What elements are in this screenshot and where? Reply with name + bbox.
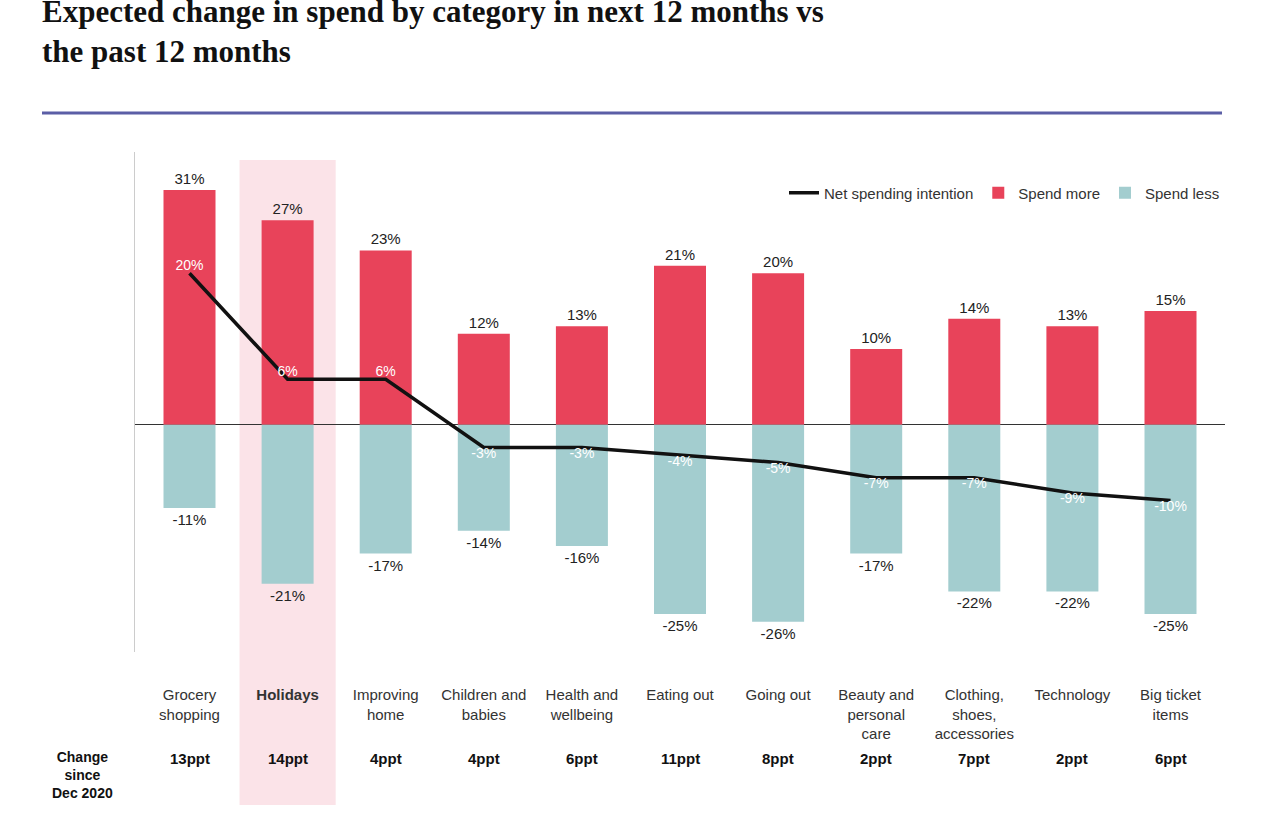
svg-text:Expected change in spend by ca: Expected change in spend by category in … bbox=[42, 0, 824, 69]
svg-text:7ppt: 7ppt bbox=[958, 750, 990, 767]
svg-text:Spend less: Spend less bbox=[1145, 185, 1219, 202]
svg-text:-7%: -7% bbox=[962, 475, 987, 491]
svg-text:-22%: -22% bbox=[1055, 594, 1090, 611]
svg-text:23%: 23% bbox=[371, 230, 401, 247]
svg-text:Big ticketitems: Big ticketitems bbox=[1140, 686, 1202, 723]
svg-text:8ppt: 8ppt bbox=[762, 750, 794, 767]
svg-text:-14%: -14% bbox=[466, 534, 501, 551]
svg-text:31%: 31% bbox=[174, 170, 204, 187]
svg-text:-16%: -16% bbox=[564, 549, 599, 566]
svg-text:Going out: Going out bbox=[746, 686, 812, 703]
svg-text:-11%: -11% bbox=[173, 511, 207, 528]
svg-text:27%: 27% bbox=[273, 200, 303, 217]
svg-text:6ppt: 6ppt bbox=[566, 750, 598, 767]
svg-text:Technology: Technology bbox=[1034, 686, 1110, 703]
svg-text:-25%: -25% bbox=[662, 617, 697, 634]
svg-text:14ppt: 14ppt bbox=[268, 750, 308, 767]
svg-text:Children andbabies: Children andbabies bbox=[441, 686, 526, 723]
svg-text:-26%: -26% bbox=[761, 625, 796, 642]
svg-text:14%: 14% bbox=[959, 299, 989, 316]
svg-text:-25%: -25% bbox=[1153, 617, 1188, 634]
svg-text:2ppt: 2ppt bbox=[860, 750, 892, 767]
svg-text:6ppt: 6ppt bbox=[1155, 750, 1187, 767]
svg-text:-21%: -21% bbox=[270, 587, 305, 604]
svg-text:2ppt: 2ppt bbox=[1056, 750, 1088, 767]
svg-text:4ppt: 4ppt bbox=[370, 750, 402, 767]
svg-text:4ppt: 4ppt bbox=[468, 750, 500, 767]
svg-text:-5%: -5% bbox=[766, 460, 791, 476]
svg-text:-10%: -10% bbox=[1154, 498, 1187, 514]
svg-text:ChangesinceDec 2020: ChangesinceDec 2020 bbox=[52, 749, 113, 801]
svg-text:Holidays: Holidays bbox=[256, 686, 319, 703]
svg-text:Clothing,shoes,accessories: Clothing,shoes,accessories bbox=[935, 686, 1014, 742]
svg-text:6%: 6% bbox=[376, 363, 396, 379]
svg-text:20%: 20% bbox=[175, 257, 203, 273]
svg-text:Health andwellbeing: Health andwellbeing bbox=[546, 686, 619, 723]
svg-text:-17%: -17% bbox=[368, 557, 403, 574]
svg-text:15%: 15% bbox=[1155, 291, 1185, 308]
svg-text:-9%: -9% bbox=[1060, 490, 1085, 506]
svg-text:Groceryshopping: Groceryshopping bbox=[159, 686, 220, 723]
svg-text:-17%: -17% bbox=[859, 557, 894, 574]
svg-text:10%: 10% bbox=[861, 329, 891, 346]
svg-text:20%: 20% bbox=[763, 253, 793, 270]
svg-text:13ppt: 13ppt bbox=[170, 750, 210, 767]
svg-text:13%: 13% bbox=[567, 306, 597, 323]
svg-text:-7%: -7% bbox=[864, 475, 889, 491]
svg-text:-3%: -3% bbox=[471, 445, 496, 461]
svg-text:Spend more: Spend more bbox=[1018, 185, 1100, 202]
svg-text:-22%: -22% bbox=[957, 594, 992, 611]
svg-text:Net spending intention: Net spending intention bbox=[824, 185, 973, 202]
svg-text:6%: 6% bbox=[277, 363, 297, 379]
svg-text:12%: 12% bbox=[469, 314, 499, 331]
svg-text:Improvinghome: Improvinghome bbox=[353, 686, 419, 723]
svg-text:-4%: -4% bbox=[668, 453, 693, 469]
svg-text:Beauty andpersonalcare: Beauty andpersonalcare bbox=[838, 686, 914, 742]
svg-text:-3%: -3% bbox=[569, 445, 594, 461]
svg-text:Eating out: Eating out bbox=[646, 686, 714, 703]
svg-text:21%: 21% bbox=[665, 246, 695, 263]
svg-text:13%: 13% bbox=[1057, 306, 1087, 323]
svg-text:11ppt: 11ppt bbox=[661, 750, 700, 767]
